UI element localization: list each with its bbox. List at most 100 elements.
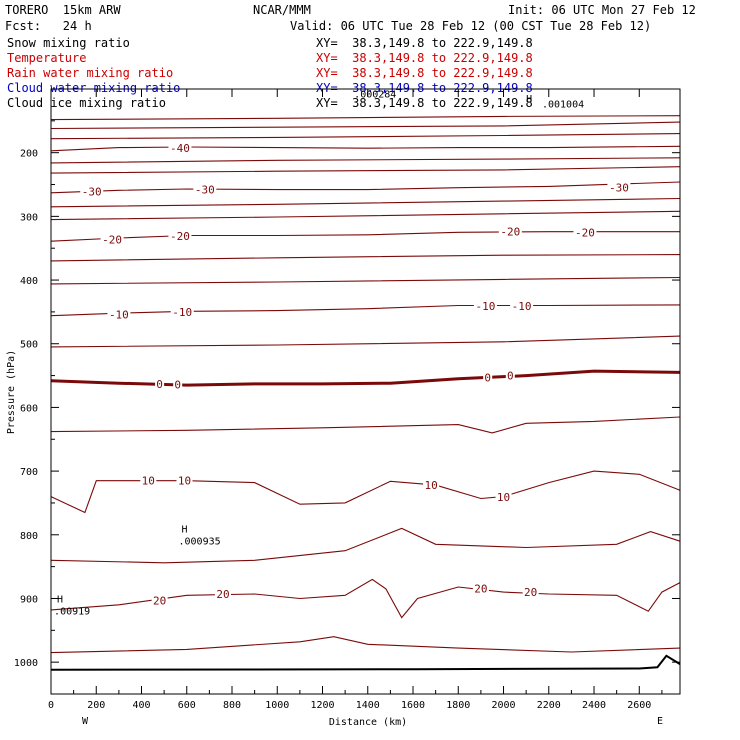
contour-label-3: -30	[609, 182, 629, 195]
contour-line-0	[50, 115, 681, 121]
y-tick-label: 500	[20, 340, 38, 351]
y-tick-label: 600	[20, 403, 38, 414]
contour-line-6	[50, 210, 681, 221]
x-tick-label: 2400	[582, 700, 606, 711]
contour-label-bg	[176, 474, 193, 487]
x-tick-label: 2600	[627, 700, 651, 711]
contour-label-bg	[423, 479, 440, 492]
contour-label-bg	[168, 230, 192, 243]
x-tick-label: 800	[223, 700, 241, 711]
init-time: Init: 06 UTC Mon 27 Feb 12	[508, 3, 696, 17]
contour-label-bg	[100, 233, 124, 246]
contour-line-10	[50, 416, 681, 434]
y-axis-label: Pressure (hPa)	[6, 350, 17, 434]
plot-frame	[50, 88, 681, 695]
forecast-hour: Fcst: 24 h	[5, 19, 92, 33]
contour-label-bg	[193, 183, 217, 196]
x-tick-label: 2000	[491, 700, 515, 711]
cloudwater-max-value: .000935	[178, 536, 220, 547]
x-tick-label: 1000	[265, 700, 289, 711]
contour-label-12: 0	[156, 378, 163, 391]
contour-label-bg	[483, 371, 493, 384]
contour-label-9: -10	[172, 306, 192, 319]
contour-line-4	[50, 166, 681, 174]
top-label-1: H	[526, 94, 532, 105]
contour-label-15: 0	[507, 370, 514, 383]
contour-label-bg	[107, 308, 131, 321]
contour-label-1: -30	[82, 186, 102, 199]
contour-label-7: -20	[575, 226, 595, 239]
west-endpoint-label: W	[82, 716, 89, 727]
model-title: TORERO 15km ARW	[5, 3, 121, 17]
contour-label-bg	[472, 582, 489, 595]
contour-label-11: -10	[512, 300, 532, 313]
east-endpoint-label: E	[657, 716, 663, 727]
contour-label-bg	[155, 377, 165, 390]
contour-label-bg	[168, 142, 192, 155]
valid-time: Valid: 06 UTC Tue 28 Feb 12 (00 CST Tue …	[290, 19, 652, 33]
top-label-0: .000284	[354, 89, 396, 100]
cloudwater-max-symbol: H	[181, 524, 187, 535]
cloudwater-max-value: .00919	[54, 606, 90, 617]
contour-label-bg	[607, 181, 631, 194]
contour-line-3	[50, 157, 681, 164]
ground-surface	[50, 654, 681, 671]
contour-label-2: -30	[195, 184, 215, 197]
top-label-2: .001004	[542, 100, 584, 111]
isotherm-0	[50, 369, 681, 387]
contour-label-bg	[80, 185, 104, 198]
contour-label-14: 0	[484, 371, 491, 384]
contour-label-bg	[214, 588, 231, 601]
y-tick-label: 1000	[14, 658, 38, 669]
org-label: NCAR/MMM	[253, 3, 311, 17]
contour-line-1	[50, 121, 681, 130]
legend-rain-xy: XY= 38.3,149.8 to 222.9,149.8	[316, 66, 533, 80]
contour-label-bg	[473, 300, 497, 313]
contour-label-bg	[498, 225, 522, 238]
y-tick-label: 300	[20, 212, 38, 223]
y-tick-label: 200	[20, 149, 38, 160]
contour-label-bg	[140, 474, 157, 487]
isotherm-m10	[50, 304, 681, 317]
contour-label-22: 20	[474, 582, 487, 595]
isotherm-m40	[50, 145, 681, 152]
contour-label-20: 20	[153, 594, 166, 607]
contour-label-bg	[495, 491, 512, 504]
contour-label-18: 10	[424, 479, 437, 492]
contour-line-2	[50, 133, 681, 140]
contour-line-5	[50, 197, 681, 208]
contour-layer	[50, 115, 681, 671]
contour-label-17: 10	[178, 475, 191, 488]
isotherm-20	[50, 578, 681, 619]
legend-snow-xy: XY= 38.3,149.8 to 222.9,149.8	[316, 36, 533, 50]
contour-line-12	[50, 636, 681, 654]
x-tick-label: 1600	[401, 700, 425, 711]
x-tick-label: 0	[48, 700, 54, 711]
contour-label-16: 10	[142, 475, 155, 488]
contour-line-8	[50, 276, 681, 285]
x-tick-label: 1800	[446, 700, 470, 711]
contour-label-23: 20	[524, 586, 537, 599]
legend-temp-xy: XY= 38.3,149.8 to 222.9,149.8	[316, 51, 533, 65]
y-tick-label: 400	[20, 276, 38, 287]
x-tick-label: 1400	[356, 700, 380, 711]
contour-label-bg	[522, 586, 539, 599]
x-tick-label: 200	[87, 700, 105, 711]
y-tick-label: 900	[20, 594, 38, 605]
legend-rain-label: Rain water mixing ratio	[7, 66, 174, 80]
legend-snow-label: Snow mixing ratio	[7, 36, 130, 50]
legend-temp-label: Temperature	[7, 51, 87, 65]
y-tick-label: 700	[20, 467, 38, 478]
contour-label-19: 10	[497, 491, 510, 504]
legend-cloudice-label: Cloud ice mixing ratio	[7, 96, 166, 110]
contour-label-bg	[505, 369, 515, 382]
x-tick-label: 600	[178, 700, 196, 711]
isotherm-m20	[50, 231, 680, 242]
contour-label-bg	[510, 300, 534, 313]
legend-cloudice-xy: XY= 38.3,149.8 to 222.9,149.8	[316, 96, 533, 110]
contour-label-bg	[170, 305, 194, 318]
contour-line-9	[50, 335, 681, 348]
isotherm-m30	[50, 181, 681, 194]
x-tick-label: 2200	[537, 700, 561, 711]
